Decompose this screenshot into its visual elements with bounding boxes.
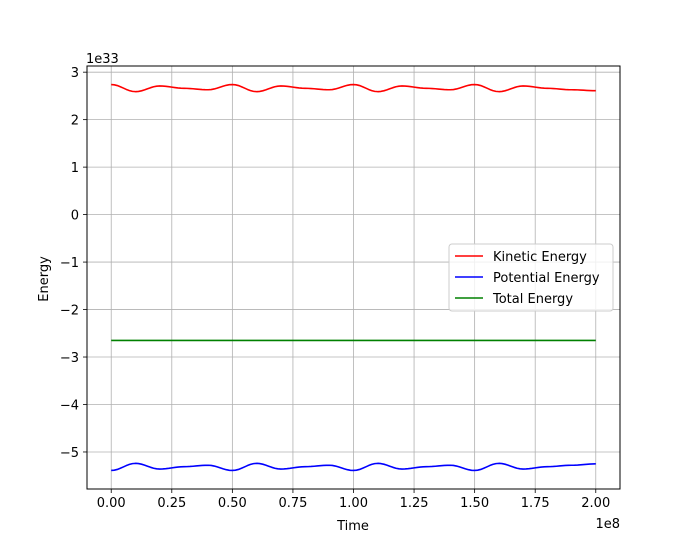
x-tick-label: 1.25 [400, 496, 429, 511]
y-axis-label: Energy [37, 256, 52, 302]
series-line-1 [111, 83, 596, 93]
x-tick-label: 2.00 [581, 496, 610, 511]
legend-box [448, 243, 614, 312]
x-tick-label: 1.50 [460, 496, 489, 511]
y-tick-label: −3 [60, 351, 79, 366]
x-tick-label: 1.00 [339, 496, 368, 511]
y-tick-label: −5 [60, 446, 79, 461]
legend-entry-label: Total Energy [492, 292, 573, 307]
y-tick-label: −4 [60, 398, 79, 413]
x-axis-label: Time [336, 519, 369, 534]
x-offset-label: 1e8 [595, 517, 620, 532]
y-tick-label: 1 [71, 161, 79, 176]
series-lines [111, 83, 596, 472]
y-offset-label: 1e33 [86, 52, 119, 67]
legend-entry-label: Kinetic Energy [493, 250, 587, 265]
y-tick-label: 3 [71, 66, 79, 81]
legend-entry-label: Potential Energy [493, 271, 600, 286]
x-tick-label: 1.75 [521, 496, 550, 511]
x-tick-label: 0.50 [218, 496, 247, 511]
x-tick-label: 0.75 [278, 496, 307, 511]
y-tick-label: 2 [71, 114, 79, 129]
y-tick-label: 0 [71, 209, 79, 224]
legend: Kinetic Energy Potential Energy Total Ener… [448, 243, 614, 312]
series-line-2 [111, 462, 596, 472]
y-tick-label: −1 [60, 256, 79, 271]
x-tick-label: 0.00 [97, 496, 126, 511]
x-tick-label: 0.25 [157, 496, 186, 511]
y-tick-label: −2 [60, 304, 79, 319]
axis-ticks: 0.00 0.25 0.50 0.75 1.00 1.25 1.50 1.75 2.00 3 2 1 0… [60, 66, 610, 511]
